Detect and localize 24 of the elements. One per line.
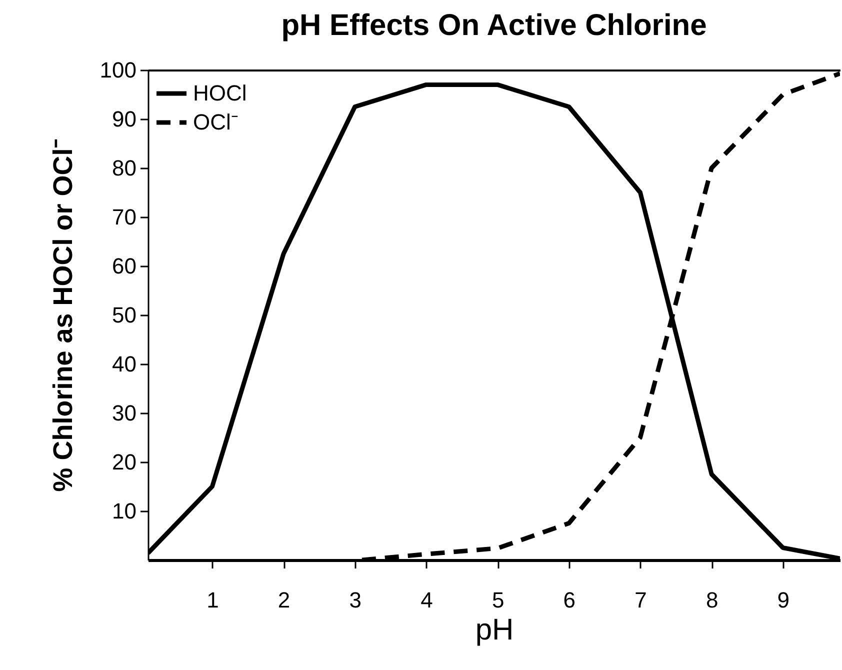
x-axis-title: pH xyxy=(475,614,514,646)
y-tick-label: 90 xyxy=(112,106,136,132)
y-axis-title: % Chlorine as HOCl or OCl⁻ xyxy=(48,139,78,492)
x-tick-label: 5 xyxy=(492,588,504,612)
x-tick-label: 2 xyxy=(278,588,290,612)
y-tick-label: 40 xyxy=(112,352,136,376)
y-tick-label: 50 xyxy=(112,302,136,328)
y-tick-label: 20 xyxy=(112,450,136,474)
legend-label: HOCl xyxy=(193,80,247,106)
y-tick-label: 60 xyxy=(112,254,136,278)
y-tick-label: 10 xyxy=(112,498,136,524)
legend-label: OCl⁻ xyxy=(193,110,238,134)
x-tick-label: 3 xyxy=(349,588,362,612)
x-tick-label: 4 xyxy=(420,588,433,612)
chart-title: pH Effects On Active Chlorine xyxy=(281,9,707,42)
x-tick-label: 6 xyxy=(563,588,576,612)
y-tick-label: 30 xyxy=(112,400,136,426)
x-tick-label: 8 xyxy=(706,588,718,612)
x-tick-label: 9 xyxy=(777,588,790,612)
y-tick-label: 70 xyxy=(112,204,136,230)
x-tick-label: 7 xyxy=(634,588,647,612)
x-tick-label: 1 xyxy=(206,588,219,612)
y-tick-label: 100 xyxy=(100,58,136,82)
y-tick-label: 80 xyxy=(112,156,136,180)
